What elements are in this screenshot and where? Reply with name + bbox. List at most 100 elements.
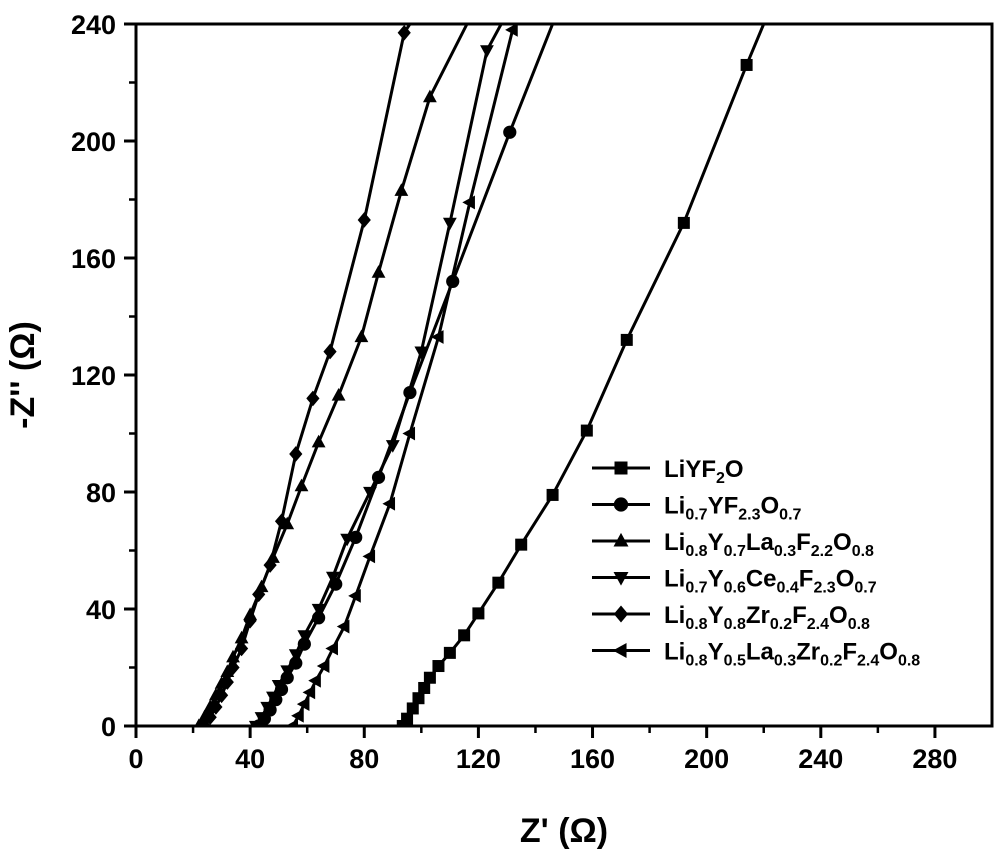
data-point	[385, 440, 400, 453]
data-point	[480, 45, 494, 58]
data-point	[423, 671, 436, 684]
data-point	[325, 571, 340, 585]
data-point	[325, 641, 338, 656]
data-point	[397, 24, 411, 41]
data-point	[243, 612, 257, 629]
series-layer	[194, 24, 766, 726]
series-5	[197, 24, 412, 726]
x-tick-label: 160	[570, 744, 615, 774]
data-point	[203, 709, 217, 726]
legend-label: Li0.8Y0.7La0.3F2.2O0.8	[664, 529, 874, 560]
data-point	[263, 557, 277, 573]
data-point	[197, 718, 212, 726]
data-point	[505, 24, 518, 37]
data-point	[394, 183, 409, 196]
data-point	[472, 607, 485, 620]
data-point	[442, 217, 457, 231]
x-tick-label: 120	[456, 744, 501, 774]
data-point	[280, 665, 295, 678]
data-point	[462, 195, 475, 210]
series-1	[396, 24, 766, 726]
data-point	[209, 699, 223, 715]
series-line	[254, 24, 503, 726]
legend-marker	[613, 571, 629, 586]
data-point	[215, 687, 229, 704]
data-point	[336, 619, 350, 634]
data-point	[266, 691, 280, 705]
data-point	[402, 426, 416, 441]
data-point	[311, 603, 326, 617]
legend-marker	[614, 461, 628, 475]
legend-item: LiYF2O	[592, 456, 744, 487]
series-6	[285, 24, 518, 726]
data-point	[371, 265, 386, 278]
data-point	[254, 712, 269, 725]
data-point	[316, 659, 330, 673]
axis-ticks: 0 40 80 120 160 200 240 280 0 40 80 120 160 200 240	[71, 10, 958, 774]
data-point	[677, 216, 690, 229]
y-tick-label: 200	[71, 127, 116, 157]
data-point	[274, 513, 289, 530]
data-point	[302, 685, 316, 700]
x-tick-label: 280	[912, 744, 957, 774]
data-point	[422, 89, 437, 103]
data-point	[226, 659, 240, 676]
data-point	[503, 125, 517, 139]
series-line	[203, 24, 412, 726]
y-tick-label: 160	[71, 244, 116, 274]
data-point	[354, 329, 369, 343]
x-tick-label: 80	[349, 744, 379, 774]
legend-label: Li0.8Y0.5La0.3Zr0.2F2.4O0.8	[664, 639, 920, 670]
legend-item: Li0.8Y0.7La0.3F2.2O0.8	[592, 529, 874, 560]
data-point	[348, 588, 361, 603]
legend-marker	[613, 497, 629, 512]
x-tick-label: 40	[235, 744, 265, 774]
data-point	[297, 630, 312, 643]
data-point	[362, 549, 376, 564]
data-point	[323, 343, 337, 360]
data-point	[414, 346, 429, 360]
x-tick-label: 0	[128, 744, 143, 774]
x-axis-title: Z' (Ω)	[520, 812, 608, 850]
data-point	[492, 576, 505, 589]
legend-marker	[613, 532, 629, 547]
legend-item: Li0.7Y0.6Ce0.4F2.3O0.7	[592, 566, 877, 597]
data-point	[430, 330, 444, 344]
data-point	[331, 387, 346, 401]
series-line	[291, 24, 517, 726]
data-point	[306, 390, 320, 407]
data-point	[271, 679, 286, 693]
series-2	[252, 24, 554, 726]
data-point	[406, 702, 419, 715]
data-point	[294, 478, 309, 492]
data-point	[363, 486, 377, 500]
legend-label: Li0.8Y0.8Zr0.2F2.4O0.8	[664, 602, 870, 633]
legend-label: Li0.7YF2.3O0.7	[664, 493, 802, 524]
y-tick-label: 120	[71, 361, 116, 391]
data-point	[580, 424, 593, 437]
x-tick-label: 240	[798, 744, 843, 774]
y-axis-title: -Z'' (Ω)	[4, 321, 42, 429]
x-tick-label: 200	[684, 744, 729, 774]
data-point	[515, 538, 528, 551]
data-point	[252, 586, 266, 603]
data-point	[308, 673, 321, 688]
data-point	[418, 681, 431, 694]
legend-label: Li0.7Y0.6Ce0.4F2.3O0.7	[664, 566, 877, 597]
y-tick-label: 40	[86, 595, 116, 625]
data-point	[291, 708, 304, 723]
data-point	[401, 712, 414, 725]
data-point	[340, 533, 355, 547]
legend-marker	[613, 605, 629, 623]
data-point	[311, 434, 326, 448]
data-point	[234, 640, 249, 657]
data-point	[296, 697, 310, 711]
legend-item: Li0.8Y0.5La0.3Zr0.2F2.4O0.8	[592, 639, 920, 670]
data-point	[220, 674, 234, 690]
data-point	[289, 446, 303, 462]
data-point	[357, 212, 371, 228]
series-4	[248, 24, 503, 726]
data-point	[620, 333, 633, 346]
legend-item: Li0.7YF2.3O0.7	[592, 493, 802, 524]
